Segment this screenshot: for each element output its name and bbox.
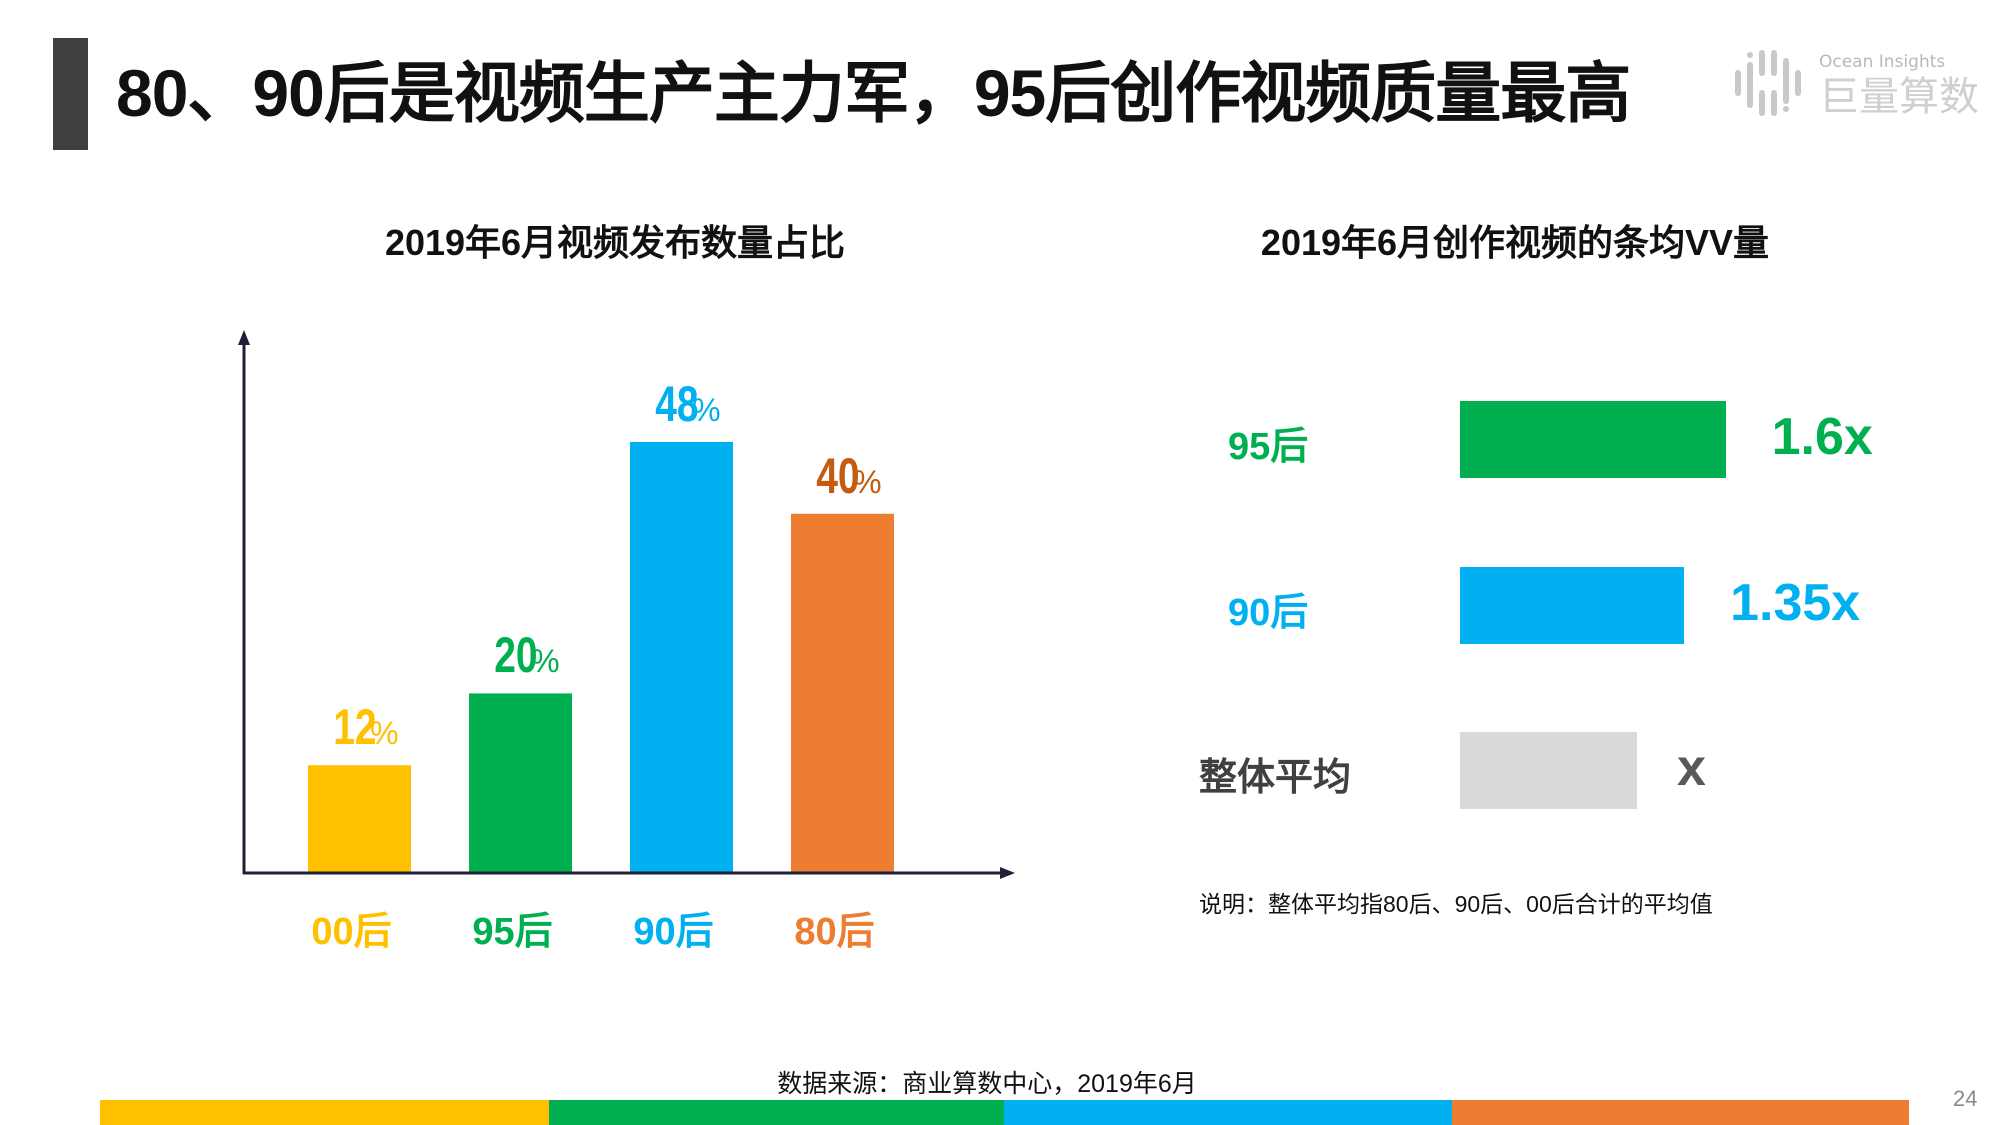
value-label: 20% (481, 625, 560, 691)
value-label: 48% (642, 374, 721, 440)
hbar-95后 (1460, 401, 1726, 478)
category-label: 80后 (794, 911, 875, 953)
logo-text-cn: 巨量算数 (1819, 74, 1979, 120)
value-unit: % (692, 391, 721, 428)
row-label: 90后 (1228, 592, 1309, 634)
bar-90后 (630, 441, 733, 872)
data-source: 数据来源：商业算数中心，2019年6月 (777, 1070, 1197, 1098)
y-axis-arrow-icon (238, 330, 250, 345)
chart-note: 说明：整体平均指80后、90后、00后合计的平均值 (1199, 891, 1713, 917)
bar-95后 (469, 693, 572, 872)
value-number: 40 (815, 447, 860, 504)
right-chart-title: 2019年6月创作视频的条均VV量 (1260, 222, 1770, 263)
value-unit: % (531, 643, 560, 680)
ocean-insights-logo: Ocean Insights 巨量算数 (1733, 45, 1988, 120)
value-label: 40% (803, 446, 882, 512)
value-number: 20 (493, 627, 538, 684)
logo-text-en: Ocean Insights (1819, 52, 1945, 72)
footer-stripe-segment (549, 1100, 1004, 1125)
hbar-value-label: 1.35x (1730, 574, 1861, 632)
value-unit: % (853, 463, 882, 500)
x-axis-arrow-icon (1000, 867, 1015, 879)
title-accent-bar (53, 38, 88, 150)
hbar-value-label: x (1677, 739, 1706, 797)
value-number: 48 (654, 375, 699, 432)
footer-stripe-segment (1004, 1100, 1452, 1125)
row-label: 95后 (1228, 426, 1309, 468)
left-chart-title: 2019年6月视频发布数量占比 (384, 222, 846, 263)
value-label: 12% (320, 697, 399, 763)
bar-00后 (308, 765, 411, 872)
page-title: 80、90后是视频生产主力军，95后创作视频质量最高 (116, 56, 1631, 130)
row-label: 整体平均 (1199, 757, 1352, 799)
category-label: 90后 (633, 911, 714, 953)
hbar-90后 (1460, 567, 1685, 644)
category-label: 00后 (311, 911, 392, 953)
value-number: 12 (332, 699, 377, 756)
footer-stripe-segment (100, 1100, 549, 1125)
logo-mark-icon: Ocean Insights 巨量算数 (1735, 50, 1979, 120)
footer-stripe-segment (1452, 1100, 1909, 1125)
hbar-value-label: 1.6x (1771, 408, 1873, 466)
value-unit: % (370, 715, 399, 752)
bar-80后 (791, 513, 894, 872)
category-label: 95后 (472, 911, 553, 953)
page-number: 24 (1953, 1086, 1978, 1111)
hbar-整体平均 (1460, 732, 1637, 809)
